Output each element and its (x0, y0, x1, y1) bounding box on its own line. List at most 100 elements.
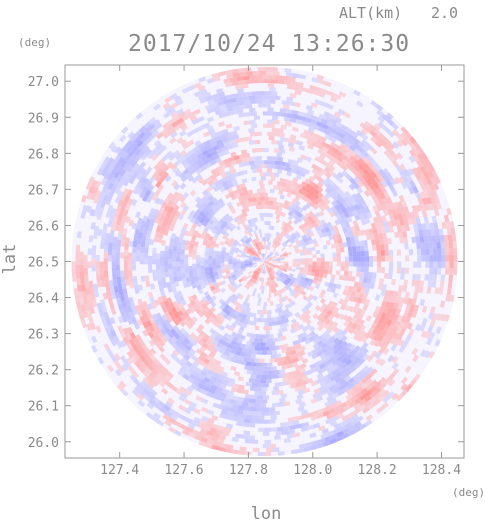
radar-cell (352, 230, 358, 237)
radar-cell (440, 313, 446, 322)
radar-cell (201, 337, 208, 344)
radar-cell (353, 148, 361, 156)
radar-cell (159, 301, 166, 308)
radar-cell (328, 164, 336, 172)
radar-cell (221, 137, 229, 143)
radar-cell (170, 163, 178, 171)
radar-cell (308, 368, 316, 375)
radar-cell (212, 268, 218, 273)
radar-cell (401, 315, 408, 323)
radar-cell (427, 325, 434, 333)
radar-cell (225, 218, 231, 224)
radar-cell (312, 203, 319, 210)
radar-cell (148, 267, 153, 273)
radar-cell (136, 243, 141, 251)
radar-cell (109, 286, 115, 294)
radar-cell (168, 248, 173, 254)
radar-cell (299, 279, 305, 285)
radar-cell (165, 380, 173, 388)
radar-cell (347, 321, 354, 329)
radar-cell (207, 195, 215, 202)
radar-cell (316, 220, 322, 227)
radar-cell (250, 252, 255, 256)
radar-cell (426, 177, 433, 186)
radar-cell (301, 290, 307, 296)
radar-cell (341, 207, 348, 214)
radar-cell (345, 162, 353, 170)
radar-cell (199, 217, 205, 224)
radar-cell (143, 314, 150, 322)
radar-cell (242, 422, 249, 427)
radar-cell (297, 212, 303, 218)
radar-cell (163, 404, 171, 412)
radar-cell (438, 287, 444, 295)
radar-cell (328, 265, 333, 271)
radar-cell (349, 155, 357, 163)
radar-cell (132, 186, 139, 195)
radar-cell (364, 126, 372, 134)
radar-cell (236, 346, 243, 352)
radar-cell (157, 323, 164, 331)
radar-cell (267, 281, 270, 286)
radar-cell (130, 355, 138, 364)
radar-cell (317, 335, 324, 342)
radar-cell (349, 344, 357, 351)
radar-cell (336, 233, 342, 240)
radar-cell (249, 222, 254, 228)
radar-cell (358, 240, 364, 247)
radar-cell (338, 313, 345, 320)
radar-cell (278, 132, 285, 138)
radar-cell (170, 93, 178, 100)
radar-cell (107, 364, 114, 373)
radar-cell (119, 168, 127, 177)
radar-cell (344, 304, 350, 312)
radar-cell (370, 222, 377, 229)
radar-cell (192, 213, 199, 220)
radar-cell (127, 365, 135, 374)
radar-cell (241, 275, 246, 280)
radar-cell (255, 366, 261, 371)
radar-cell (193, 164, 201, 172)
radar-cell (282, 104, 290, 110)
radar-cell (185, 155, 193, 163)
radar-cell (183, 318, 190, 326)
radar-cell (182, 168, 190, 175)
radar-cell (402, 321, 409, 330)
radar-cell (400, 126, 408, 134)
radar-cell (146, 320, 153, 328)
radar-cell (171, 306, 177, 314)
radar-cell (227, 187, 233, 194)
radar-cell (177, 310, 184, 317)
radar-cell (121, 315, 128, 323)
radar-cell (433, 248, 438, 256)
radar-cell (263, 147, 269, 153)
radar-cell (214, 359, 222, 366)
radar-cell (357, 369, 365, 377)
radar-cell (238, 92, 246, 98)
radar-cell (220, 259, 225, 264)
radar-cell (217, 333, 224, 340)
radar-cell (73, 288, 79, 296)
radar-cell (218, 168, 226, 175)
radar-cell (433, 261, 438, 269)
radar-cell (133, 322, 140, 330)
radar-cell (342, 299, 349, 306)
radar-cell (225, 299, 231, 305)
radar-cell (282, 250, 288, 255)
radar-cell (367, 402, 376, 410)
radar-cell (264, 241, 266, 246)
radar-cell (267, 119, 274, 124)
radar-cell (151, 368, 159, 376)
radar-cell (294, 186, 300, 193)
radar-cell (230, 160, 237, 166)
radar-cell (369, 385, 377, 393)
radar-cell (237, 67, 245, 73)
radar-cell (304, 264, 309, 269)
radar-cell (248, 264, 254, 267)
radar-cell (256, 267, 260, 272)
radar-cell (361, 348, 369, 356)
radar-cell (155, 253, 161, 259)
radar-cell (91, 258, 96, 265)
radar-cell (122, 188, 130, 196)
radar-cell (224, 406, 232, 412)
